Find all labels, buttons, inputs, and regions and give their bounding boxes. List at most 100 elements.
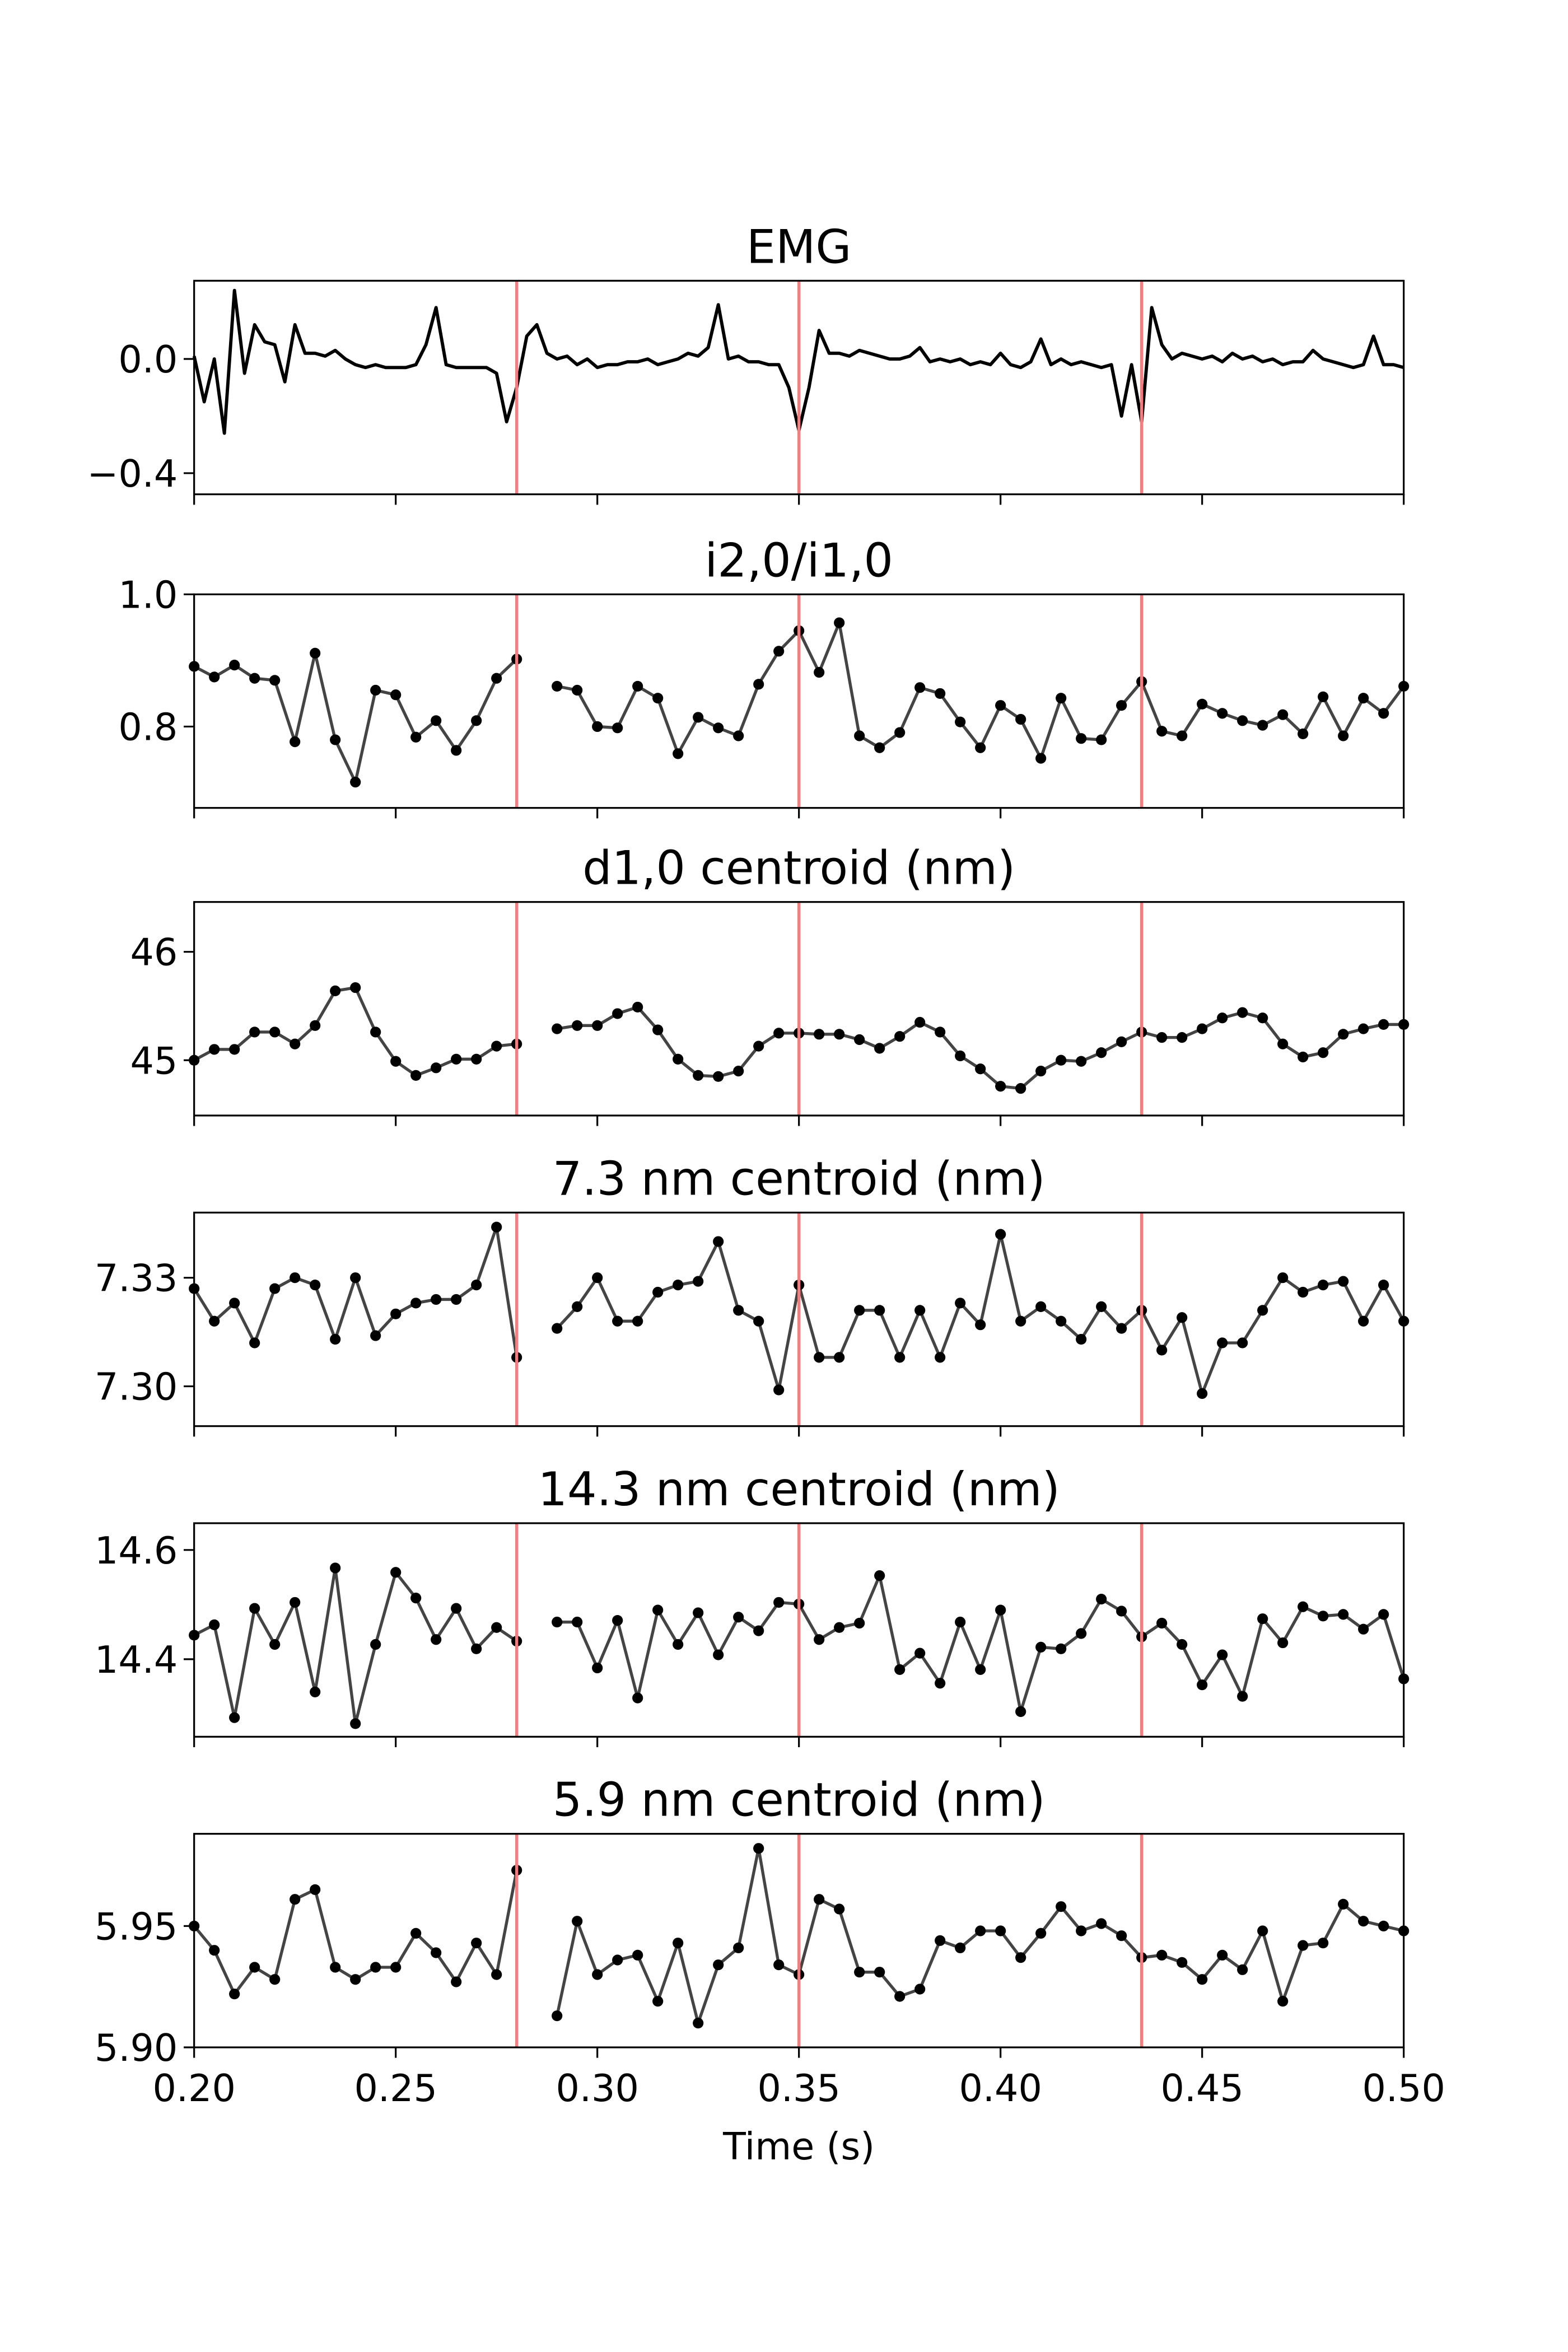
data-point	[350, 777, 361, 788]
data-point	[390, 1308, 402, 1319]
data-point	[370, 1962, 381, 1973]
data-point	[1338, 730, 1349, 741]
axes-frame	[193, 1211, 1405, 1427]
data-point	[269, 1639, 281, 1650]
data-point	[330, 1333, 341, 1345]
data-point	[935, 1935, 946, 1946]
data-point	[935, 1026, 946, 1038]
data-point	[652, 1024, 664, 1035]
data-point	[290, 1272, 301, 1284]
data-point	[693, 1276, 704, 1287]
data-point	[1015, 1083, 1026, 1094]
data-point	[1358, 1916, 1369, 1927]
data-point	[290, 1894, 301, 1905]
data-point	[1318, 1938, 1329, 1949]
y-tick-label: 5.90	[95, 2026, 178, 2070]
data-point	[1318, 1047, 1329, 1058]
data-point	[652, 1604, 664, 1616]
data-point	[410, 1593, 422, 1604]
data-point	[834, 1903, 845, 1915]
y-tick-label: 45	[130, 1039, 178, 1082]
data-point	[773, 646, 785, 657]
data-point	[390, 1962, 402, 1973]
data-point	[370, 1330, 381, 1341]
data-point	[1035, 1301, 1047, 1312]
data-point	[249, 1026, 260, 1038]
data-point	[1177, 1639, 1188, 1650]
data-point	[1217, 708, 1228, 719]
y-tick-label: 14.4	[95, 1638, 178, 1682]
data-point	[1116, 1606, 1127, 1617]
data-point	[632, 1949, 643, 1961]
data-point	[451, 1976, 462, 1987]
data-point	[410, 1928, 422, 1939]
data-point	[290, 736, 301, 748]
data-point	[713, 1236, 724, 1247]
data-point	[854, 730, 865, 741]
data-point	[592, 1662, 603, 1674]
data-point	[330, 1562, 341, 1574]
data-point	[854, 1305, 865, 1316]
data-point	[572, 1020, 583, 1031]
data-point	[491, 1622, 502, 1633]
data-point	[1298, 1601, 1309, 1612]
data-point	[814, 1029, 825, 1040]
data-point	[1318, 1611, 1329, 1622]
data-point	[350, 1974, 361, 1985]
data-point	[572, 1616, 583, 1628]
data-point	[713, 1071, 724, 1082]
data-point	[209, 1044, 220, 1055]
data-point	[1298, 1286, 1309, 1298]
data-point	[1277, 709, 1289, 720]
data-point	[1116, 1323, 1127, 1334]
data-point	[995, 1081, 1006, 1092]
data-point	[552, 1023, 563, 1034]
data-point	[1015, 1706, 1026, 1718]
data-point	[1318, 691, 1329, 702]
x-tick-label: 0.50	[1362, 2066, 1445, 2110]
data-point	[310, 1686, 321, 1697]
data-point	[269, 1026, 281, 1038]
data-point	[975, 1063, 986, 1075]
y-tick-label: −0.4	[87, 452, 178, 496]
data-point	[1378, 708, 1389, 719]
data-point	[894, 1991, 906, 2002]
data-point	[673, 1938, 684, 1949]
data-point	[209, 1945, 220, 1956]
y-tick-label: 0.0	[118, 338, 178, 381]
x-tick-label: 0.45	[1160, 2066, 1243, 2110]
data-point	[451, 1053, 462, 1065]
data-point	[673, 748, 684, 759]
data-point	[1096, 1918, 1107, 1929]
axes-frame	[193, 1522, 1405, 1738]
data-point	[1237, 1964, 1248, 1975]
data-point	[854, 1967, 865, 1978]
data-point	[1015, 1315, 1026, 1327]
data-point	[914, 1648, 926, 1659]
data-point	[1257, 1925, 1268, 1936]
data-point	[209, 671, 220, 683]
data-point	[975, 1664, 986, 1675]
data-point	[1237, 1007, 1248, 1018]
data-point	[1177, 1032, 1188, 1043]
data-point	[1217, 1949, 1228, 1961]
x-tick-label: 0.25	[354, 2066, 437, 2110]
data-point	[733, 1942, 744, 1953]
data-point	[612, 1954, 623, 1966]
axes-frame	[193, 279, 1405, 496]
data-point	[451, 1603, 462, 1614]
data-point	[1358, 693, 1369, 704]
data-point	[552, 680, 563, 692]
data-point	[269, 675, 281, 686]
data-point	[733, 730, 744, 741]
data-point	[995, 1925, 1006, 1936]
data-point	[693, 1070, 704, 1081]
data-point	[753, 679, 764, 690]
data-point	[955, 1942, 966, 1953]
subplot-title: 7.3 nm centroid (nm)	[553, 1152, 1046, 1206]
data-point	[1217, 1012, 1228, 1024]
data-point	[733, 1066, 744, 1077]
y-tick-label: 7.30	[95, 1365, 178, 1409]
data-point	[431, 1634, 442, 1645]
data-point	[1056, 1054, 1067, 1066]
